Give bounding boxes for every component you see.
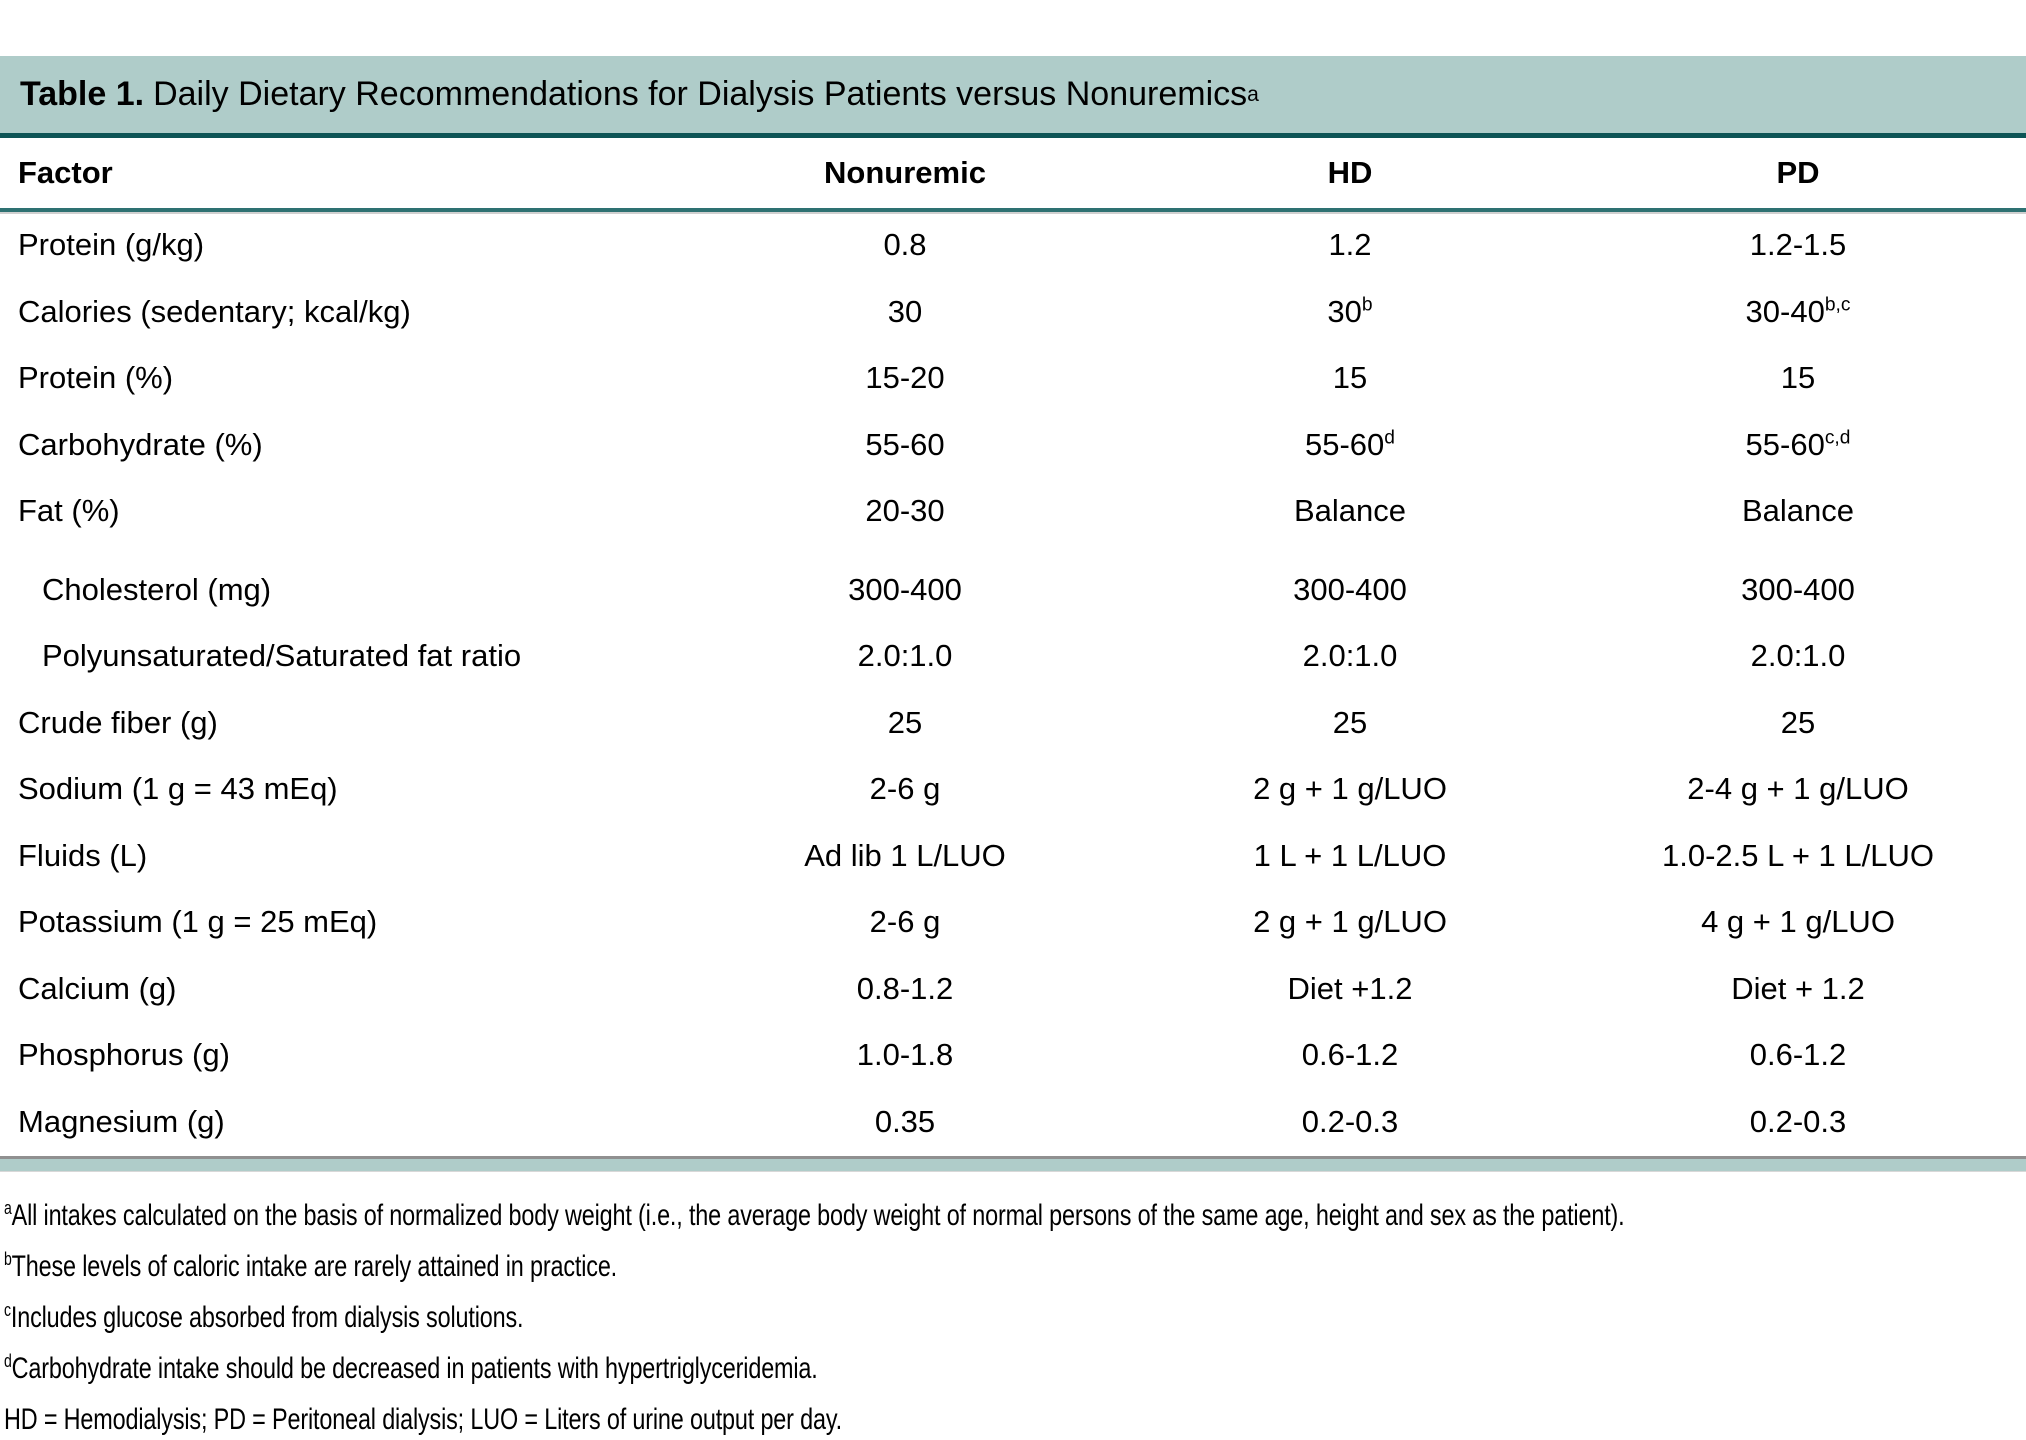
table-row: Crude fiber (g) 25 25 25 xyxy=(0,690,2026,757)
row-nonuremic-value: 2-6 g xyxy=(869,771,941,807)
row-pd-value: 15 xyxy=(1780,360,1816,396)
row-factor: Fat (%) xyxy=(18,493,120,529)
table-title-band: Table 1. Daily Dietary Recommendations fo… xyxy=(0,56,2026,138)
row-nonuremic-value: 20-30 xyxy=(865,493,945,529)
table-row: Phosphorus (g) 1.0-1.8 0.6-1.2 0.6-1.2 xyxy=(0,1022,2026,1089)
row-hd-value: 2 g + 1 g/LUO xyxy=(1253,904,1447,940)
table-row: Calories (sedentary; kcal/kg) 30 30b 30-… xyxy=(0,279,2026,346)
table-number-label: Table 1. xyxy=(20,75,145,113)
table-row: Calcium (g) 0.8-1.2 Diet +1.2 Diet + 1.2 xyxy=(0,956,2026,1023)
footnote-b: bThese levels of caloric intake are rare… xyxy=(4,1248,618,1283)
row-pd-value: 0.6-1.2 xyxy=(1749,1037,1847,1073)
row-hd-value: 2 g + 1 g/LUO xyxy=(1253,771,1447,807)
row-factor: Magnesium (g) xyxy=(18,1103,225,1139)
footnote-a: aAll intakes calculated on the basis of … xyxy=(4,1197,1625,1232)
row-nonuremic-value: 30 xyxy=(887,293,923,329)
row-factor: Polyunsaturated/Saturated fat ratio xyxy=(42,638,522,674)
column-header-nonuremic: Nonuremic xyxy=(824,155,986,190)
row-pd-value: 4 g + 1 g/LUO xyxy=(1701,904,1895,940)
row-pd-value: 1.0-2.5 L + 1 L/LUO xyxy=(1662,837,1934,873)
footnote-c: cIncludes glucose absorbed from dialysis… xyxy=(4,1299,524,1334)
row-nonuremic-value: 2-6 g xyxy=(869,904,941,940)
row-pd-value: 2.0:1.0 xyxy=(1750,638,1846,674)
table-row: Protein (%) 15-20 15 15 xyxy=(0,345,2026,412)
table-row: Protein (g/kg) 0.8 1.2 1.2-1.5 xyxy=(0,212,2026,279)
column-header-row: Factor Nonuremic HD PD xyxy=(0,138,2026,212)
row-hd-value: Diet +1.2 xyxy=(1287,970,1413,1006)
row-pd-value: 0.2-0.3 xyxy=(1749,1103,1847,1139)
table-title-text: Daily Dietary Recommendations for Dialys… xyxy=(153,75,1248,113)
row-hd-value: 0.2-0.3 xyxy=(1301,1103,1399,1139)
row-hd-value: 1.2 xyxy=(1328,227,1372,263)
row-nonuremic-value: 55-60 xyxy=(865,426,945,462)
column-header-hd: HD xyxy=(1327,155,1373,190)
row-factor: Calories (sedentary; kcal/kg) xyxy=(18,293,411,329)
row-hd-value: 25 xyxy=(1332,704,1368,740)
row-factor: Potassium (1 g = 25 mEq) xyxy=(18,904,378,940)
row-nonuremic-value: 300-400 xyxy=(848,571,962,607)
row-factor: Fluids (L) xyxy=(18,837,148,873)
row-nonuremic-value: 0.8-1.2 xyxy=(856,970,954,1006)
row-nonuremic-value: 1.0-1.8 xyxy=(856,1037,954,1073)
row-pd-value: 30-40b,c xyxy=(1745,293,1851,329)
row-hd-value: 2.0:1.0 xyxy=(1302,638,1398,674)
row-hd-value: 15 xyxy=(1332,360,1368,396)
footnote-d: dCarbohydrate intake should be decreased… xyxy=(4,1350,818,1385)
row-hd-value: 0.6-1.2 xyxy=(1301,1037,1399,1073)
column-header-pd: PD xyxy=(1776,155,1820,190)
row-nonuremic-value: 2.0:1.0 xyxy=(857,638,953,674)
table-row: Potassium (1 g = 25 mEq) 2-6 g 2 g + 1 g… xyxy=(0,889,2026,956)
footnote-abbreviations: HD = Hemodialysis; PD = Peritoneal dialy… xyxy=(4,1402,843,1436)
row-factor: Carbohydrate (%) xyxy=(18,426,263,462)
row-pd-value: 25 xyxy=(1780,704,1816,740)
row-factor: Crude fiber (g) xyxy=(18,704,218,740)
row-pd-value: Diet + 1.2 xyxy=(1731,970,1865,1006)
table-body: Protein (g/kg) 0.8 1.2 1.2-1.5 Calories … xyxy=(0,212,2026,1156)
row-pd-value: 1.2-1.5 xyxy=(1749,227,1847,263)
row-factor: Phosphorus (g) xyxy=(18,1037,230,1073)
row-hd-value: 55-60d xyxy=(1305,426,1395,462)
row-factor: Protein (%) xyxy=(18,360,174,396)
footnotes-block: aAll intakes calculated on the basis of … xyxy=(4,1190,2024,1440)
row-pd-value: 55-60c,d xyxy=(1745,426,1851,462)
table-row: Fluids (L) Ad lib 1 L/LUO 1 L + 1 L/LUO … xyxy=(0,823,2026,890)
row-factor: Cholesterol (mg) xyxy=(42,571,272,607)
row-pd-value: 300-400 xyxy=(1741,571,1855,607)
table-row: Cholesterol (mg) 300-400 300-400 300-400 xyxy=(0,557,2026,624)
row-nonuremic-value: Ad lib 1 L/LUO xyxy=(804,837,1006,873)
row-pd-value: Balance xyxy=(1741,493,1855,529)
table-bottom-rule xyxy=(0,1156,2026,1172)
row-hd-value: Balance xyxy=(1293,493,1407,529)
row-hd-value: 1 L + 1 L/LUO xyxy=(1253,837,1447,873)
row-nonuremic-value: 15-20 xyxy=(865,360,945,396)
row-nonuremic-value: 25 xyxy=(887,704,923,740)
row-factor: Sodium (1 g = 43 mEq) xyxy=(18,771,338,807)
table-row: Fat (%) 20-30 Balance Balance xyxy=(0,478,2026,545)
row-pd-value: 2-4 g + 1 g/LUO xyxy=(1687,771,1909,807)
row-hd-value: 300-400 xyxy=(1293,571,1407,607)
row-nonuremic-value: 0.8 xyxy=(883,227,927,263)
row-hd-value: 30b xyxy=(1327,293,1373,329)
row-factor: Calcium (g) xyxy=(18,970,177,1006)
table-row: Sodium (1 g = 43 mEq) 2-6 g 2 g + 1 g/LU… xyxy=(0,756,2026,823)
row-factor: Protein (g/kg) xyxy=(18,227,205,263)
table-row: Carbohydrate (%) 55-60 55-60d 55-60c,d xyxy=(0,412,2026,479)
table-row: Magnesium (g) 0.35 0.2-0.3 0.2-0.3 xyxy=(0,1089,2026,1156)
column-header-factor: Factor xyxy=(18,155,113,190)
table-row: Polyunsaturated/Saturated fat ratio 2.0:… xyxy=(0,623,2026,690)
row-nonuremic-value: 0.35 xyxy=(874,1103,936,1139)
